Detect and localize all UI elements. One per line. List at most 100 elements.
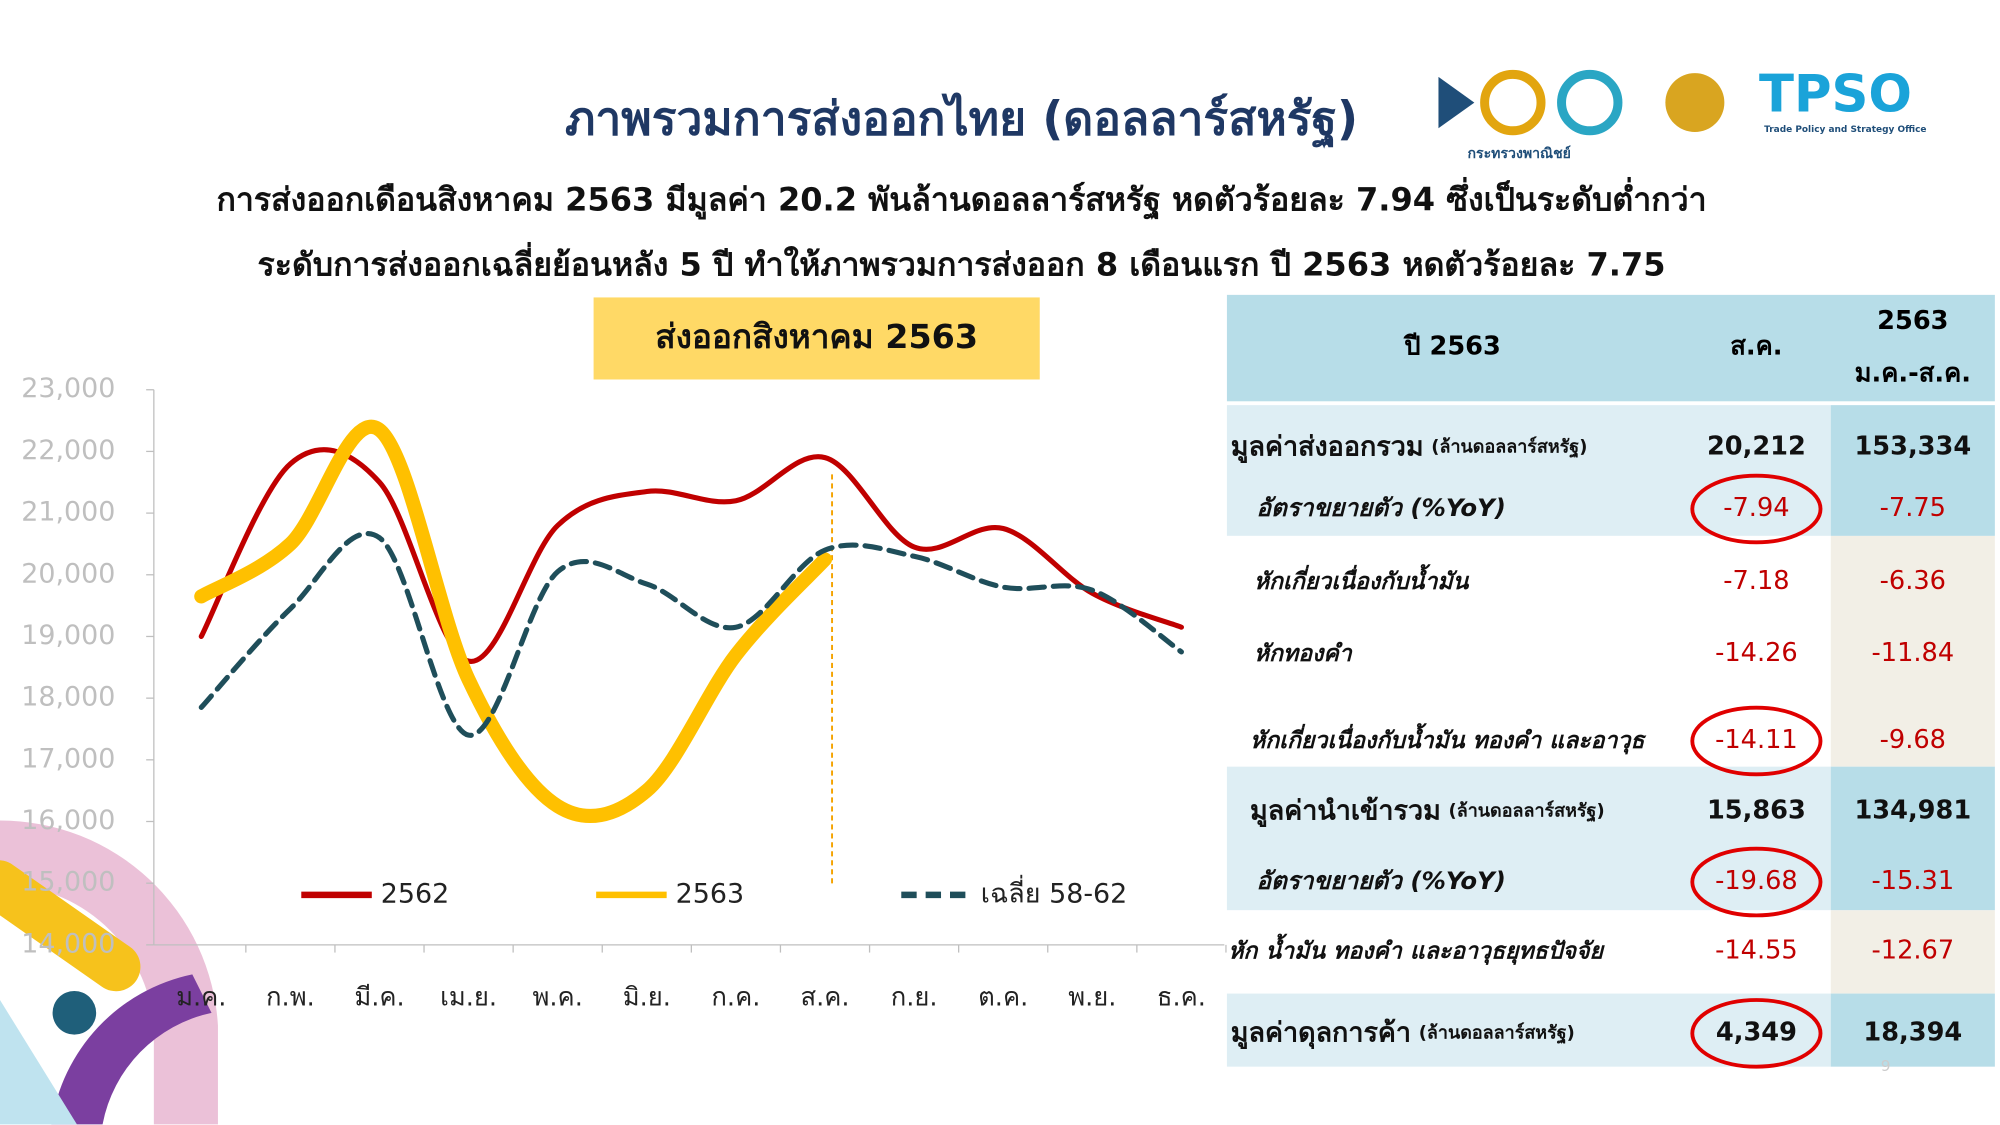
logo-shape (1557, 69, 1623, 136)
logo-shape (1480, 69, 1546, 136)
cell-ytd: -9.68 (1880, 725, 1946, 755)
cell-aug: 15,863 (1707, 796, 1806, 826)
highlight-circle (1690, 998, 1823, 1069)
logo-text: TPSO (1759, 64, 1912, 124)
logo-text: กระทรวงพาณิชย์ (1468, 145, 1571, 162)
x-tick-label: ม.ค. (176, 983, 226, 1013)
row-label: หักเกี่ยวเนื่องกับน้ำมัน (1254, 564, 1470, 595)
row-label-text: หักเกี่ยวเนื่องกับน้ำมัน (1254, 564, 1470, 595)
y-tick-label: 14,000 (21, 928, 115, 959)
y-tick-label: 20,000 (21, 558, 115, 589)
decor-arc (51, 974, 212, 1125)
row-bg (1830, 766, 1995, 911)
cell-ytd: 134,981 (1854, 796, 1971, 826)
cell-ytd: -15.31 (1872, 866, 1955, 896)
cell-aug: -7.94 (1723, 493, 1789, 523)
y-tick-label: 16,000 (21, 805, 115, 836)
decor-bar (0, 860, 141, 992)
header-cell: ส.ค. (1730, 331, 1782, 361)
subtitle: ระดับการส่งออกเฉลี่ยย้อนหลัง 5 ปี ทำให้ภ… (258, 242, 1666, 284)
x-tick-label: ธ.ค. (1157, 983, 1206, 1013)
legend-label: 2563 (676, 878, 744, 909)
y-tick-label: 22,000 (21, 435, 115, 466)
row-label: หักทองคำ (1254, 640, 1353, 666)
logo-text: Trade Policy and Strategy Office (1764, 125, 1926, 135)
decor-arc (0, 820, 218, 1125)
cell-ytd: -11.84 (1872, 638, 1955, 668)
row-label-text: มูลค่าส่งออกรวม (1231, 431, 1424, 463)
x-tick-label: ก.ย. (891, 983, 938, 1013)
y-tick-label: 18,000 (21, 682, 115, 713)
row-label-text: อัตราขยายตัว (%YoY) (1256, 493, 1505, 522)
row-bg (1226, 910, 1831, 994)
header-cell: ม.ค.-ส.ค. (1855, 358, 1971, 388)
row-label-text: มูลค่านำเข้ารวม (1250, 795, 1441, 827)
cell-aug: 20,212 (1707, 431, 1806, 461)
chart: 14,000 15,000 16,000 17,000 18,000 19,000 20,0… (21, 373, 1227, 1013)
row-label: หักเกี่ยวเนื่องกับน้ำมัน ทองคำ และอาวุธ (1250, 723, 1646, 755)
row-bg (1830, 993, 1995, 1067)
row-label-unit: (ล้านดอลลาร์สหรัฐ) (1419, 1021, 1575, 1044)
decor-tri (0, 1000, 77, 1125)
y-tick-label: 21,000 (21, 497, 115, 528)
cell-aug: -14.11 (1715, 725, 1798, 755)
chart-title: ส่งออกสิงหาคม 2563 (655, 317, 978, 356)
row-label-text: หักเกี่ยวเนื่องกับน้ำมัน ทองคำ และอาวุธ (1250, 723, 1646, 755)
series-line (198, 531, 1184, 738)
row-label-text: อัตราขยายตัว (%YoY) (1256, 866, 1505, 895)
x-tick-label: ส.ค. (800, 983, 849, 1013)
row-bg (1226, 405, 1831, 536)
row-label: อัตราขยายตัว (%YoY) (1256, 493, 1505, 522)
x-tick-label: ก.พ. (266, 983, 315, 1013)
x-tick-label: พ.ค. (533, 983, 583, 1013)
logo-seal (1665, 73, 1725, 133)
cell-ytd: -12.67 (1872, 935, 1955, 965)
x-tick-label: พ.ย. (1068, 983, 1116, 1013)
cell-aug: -19.68 (1715, 866, 1798, 896)
logo-shape (1438, 76, 1475, 129)
table: ปี 2563 ส.ค. 2563 ม.ค.-ส.ค. มูลค่าส่งออกรวม (… (1226, 294, 1995, 1069)
y-tick-label: 17,000 (21, 743, 115, 774)
highlight-circle (1690, 705, 1823, 777)
cell-ytd: 18,394 (1863, 1017, 1962, 1047)
title: ภาพรวมการส่งออกไทย (ดอลลาร์สหรัฐ) (565, 91, 1358, 148)
header-bg (1226, 294, 1995, 402)
series-line (194, 419, 833, 824)
cell-aug: -7.18 (1723, 566, 1789, 596)
cell-ytd: -6.36 (1880, 566, 1946, 596)
x-tick-label: ต.ค. (978, 983, 1028, 1013)
header-cell: 2563 (1877, 306, 1948, 336)
row-label-text: มูลค่าดุลการค้า (1231, 1017, 1411, 1049)
row-label-unit: (ล้านดอลลาร์สหรัฐ) (1449, 800, 1605, 823)
chart-title-box (593, 297, 1040, 380)
series-line (198, 447, 1184, 664)
y-tick-label: 23,000 (21, 373, 115, 404)
row-label: มูลค่าดุลการค้า (ล้านดอลลาร์สหรัฐ) (1231, 1017, 1575, 1049)
row-label-text: หักทองคำ (1254, 640, 1353, 666)
row-label: มูลค่านำเข้ารวม (ล้านดอลลาร์สหรัฐ) (1250, 795, 1605, 827)
row-label: มูลค่าส่งออกรวม (ล้านดอลลาร์สหรัฐ) (1231, 431, 1588, 463)
cell-ytd: 153,334 (1854, 431, 1971, 461)
y-tick-label: 19,000 (21, 620, 115, 651)
cell-aug: 4,349 (1716, 1017, 1797, 1047)
row-bg (1226, 766, 1831, 911)
legend-label: 2562 (381, 878, 449, 909)
highlight-circle (1690, 846, 1823, 918)
row-label: อัตราขยายตัว (%YoY) (1256, 866, 1505, 895)
cell-ytd: -7.75 (1880, 493, 1946, 523)
page-number: 9 (1881, 1057, 1891, 1075)
x-tick-label: มี.ค. (354, 983, 404, 1013)
cell-aug: -14.26 (1715, 638, 1798, 668)
highlight-circle (1690, 473, 1823, 545)
decor-dot (52, 991, 97, 1035)
row-bg (1226, 535, 1831, 767)
row-bg (1226, 993, 1831, 1067)
row-label-unit: (ล้านดอลลาร์สหรัฐ) (1431, 435, 1587, 458)
row-bg (1830, 910, 1995, 994)
cell-aug: -14.55 (1715, 935, 1798, 965)
header-cell: ปี 2563 (1403, 331, 1501, 361)
row-label-text: หัก น้ำมัน ทองคำ และอาวุธยุทธปัจจัย (1228, 933, 1605, 965)
row-bg (1830, 405, 1995, 536)
x-tick-label: เม.ย. (440, 983, 497, 1013)
